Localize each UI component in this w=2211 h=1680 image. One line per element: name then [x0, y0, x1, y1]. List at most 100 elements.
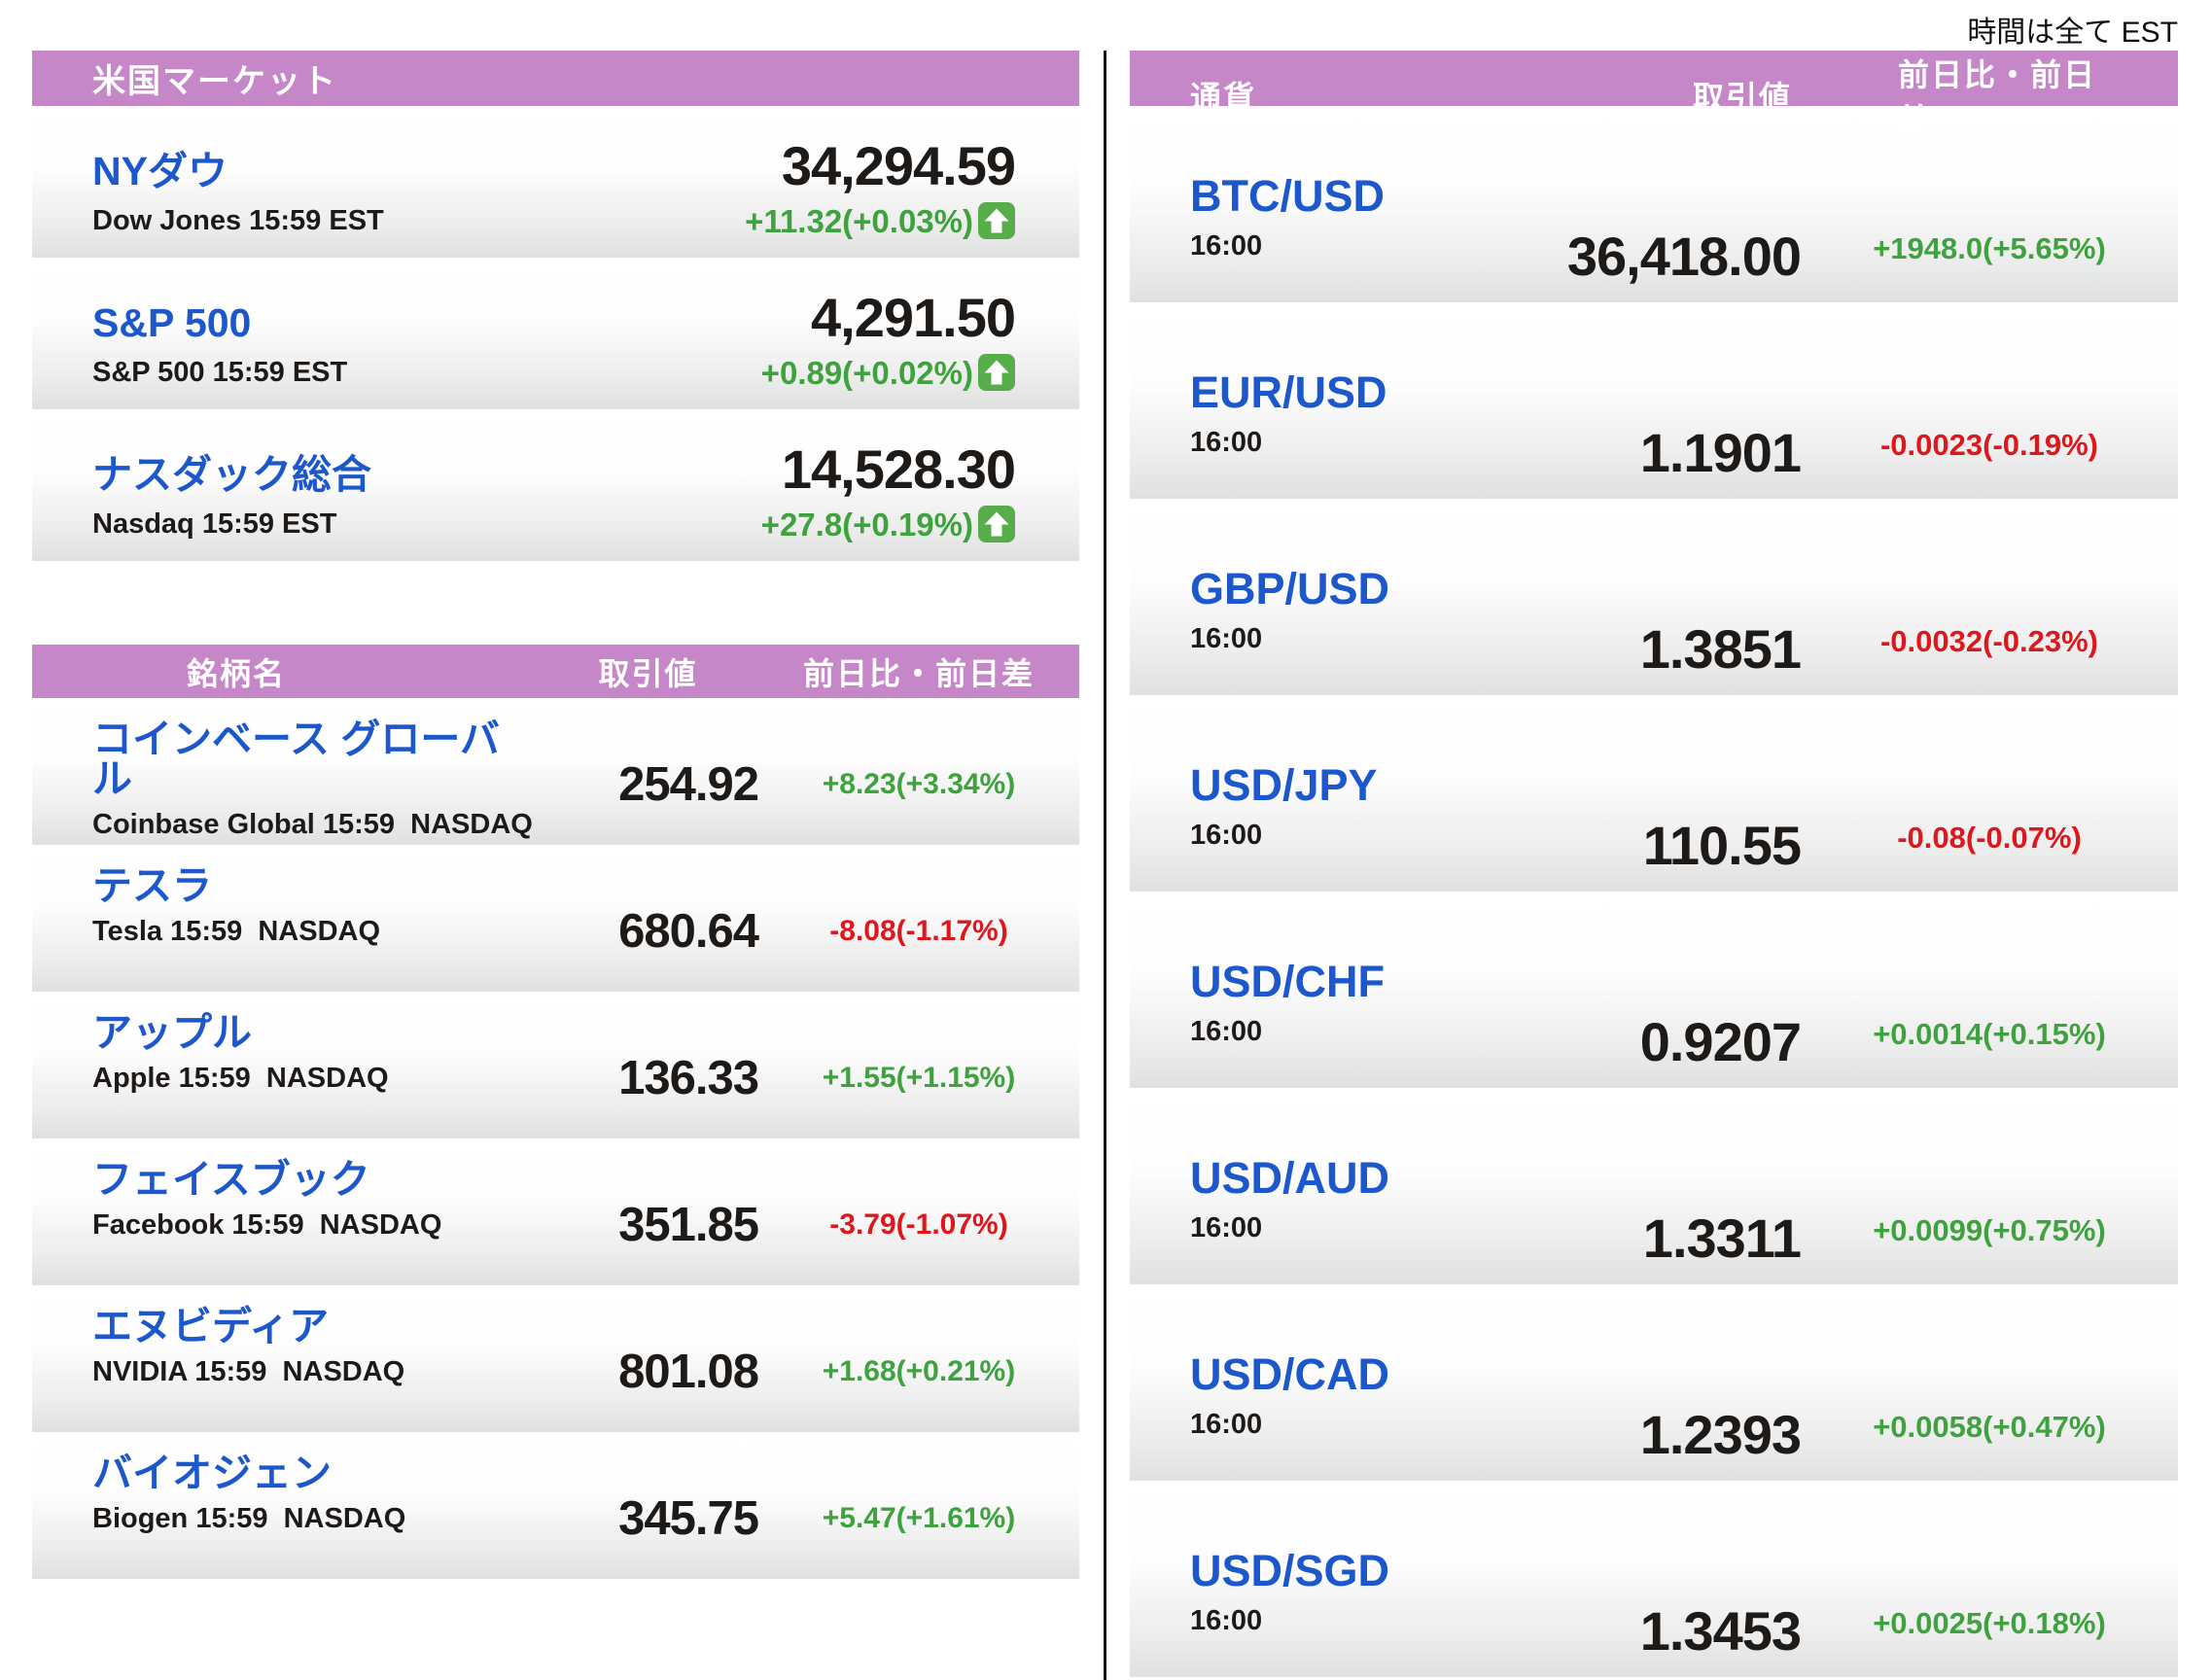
index-sublabel: Dow Jones 15:59 EST — [92, 204, 384, 236]
index-name[interactable]: S&P 500 — [92, 300, 252, 345]
stock-change: +5.47(+1.61%) — [822, 1502, 1016, 1534]
currency-list: BTC/USD 16:00 36,418.00 +1948.0(+5.65%) … — [1130, 106, 2178, 1677]
index-change: +11.32(+0.03%) — [745, 202, 973, 239]
currency-change: -0.0023(-0.19%) — [1879, 428, 2098, 462]
currency-pair-name[interactable]: USD/CHF — [1190, 957, 1385, 1006]
index-sublabel: Nasdaq 15:59 EST — [92, 508, 337, 540]
currency-pair-name[interactable]: USD/AUD — [1190, 1153, 1390, 1203]
up-arrow-icon — [978, 354, 1015, 391]
currency-row: EUR/USD 16:00 1.1901 -0.0023(-0.19%) — [1130, 302, 2178, 499]
stock-row: テスラ Tesla 15:59 NASDAQ 680.64 -8.08(-1.1… — [32, 845, 1079, 992]
stock-header-name: 銘柄名 — [186, 655, 286, 691]
index-change: +0.89(+0.02%) — [760, 354, 973, 391]
currency-row: BTC/USD 16:00 36,418.00 +1948.0(+5.65%) — [1130, 106, 2178, 302]
index-sublabel: S&P 500 15:59 EST — [92, 356, 348, 388]
stock-row: フェイスブック Facebook 15:59 NASDAQ 351.85 -3.… — [32, 1138, 1079, 1285]
us-market-panel: 米国マーケット NYダウ 34,294.59 Dow Jones 15:59 E… — [32, 51, 1079, 1579]
stock-list: コインベース グローバル Coinbase Global 15:59 NASDA… — [32, 698, 1079, 1579]
us-market-header-title: 米国マーケット — [92, 63, 337, 100]
index-value: 4,291.50 — [811, 287, 1016, 348]
index-value: 14,528.30 — [781, 438, 1016, 500]
stock-name[interactable]: テスラ — [92, 863, 212, 908]
currency-change: +0.0025(+0.18%) — [1873, 1606, 2106, 1640]
currency-row: USD/CHF 16:00 0.9207 +0.0014(+0.15%) — [1130, 892, 2178, 1088]
currency-change: +0.0014(+0.15%) — [1873, 1017, 2106, 1051]
index-name[interactable]: ナスダック総合 — [92, 452, 371, 497]
index-name[interactable]: NYダウ — [92, 149, 228, 193]
currency-header-price: 取引値 — [1692, 80, 1792, 115]
currency-header-change: 前日比・前日差 — [1898, 57, 2097, 137]
timezone-note: 時間は全て EST — [1967, 17, 2178, 49]
currency-header-name: 通貨 — [1190, 80, 1257, 115]
currency-row: USD/CAD 16:00 1.2393 +0.0058(+0.47%) — [1130, 1284, 2178, 1481]
currency-pair-name[interactable]: GBP/USD — [1190, 564, 1390, 613]
stock-row: コインベース グローバル Coinbase Global 15:59 NASDA… — [32, 698, 1079, 845]
currency-change: -0.0032(-0.23%) — [1879, 624, 2098, 658]
currency-row: USD/AUD 16:00 1.3311 +0.0099(+0.75%) — [1130, 1088, 2178, 1284]
stock-row: バイオジェン Biogen 15:59 NASDAQ 345.75 +5.47(… — [32, 1432, 1079, 1579]
currency-pair-name[interactable]: USD/CAD — [1190, 1349, 1390, 1399]
currency-row: GBP/USD 16:00 1.3851 -0.0032(-0.23%) — [1130, 499, 2178, 695]
stock-price: 136.33 — [618, 1051, 759, 1104]
stock-change: +1.68(+0.21%) — [822, 1355, 1016, 1387]
stock-name[interactable]: フェイスブック — [92, 1157, 370, 1202]
stock-change: +1.55(+1.15%) — [822, 1062, 1016, 1094]
currency-pair-name[interactable]: USD/SGD — [1190, 1546, 1390, 1595]
stock-row: アップル Apple 15:59 NASDAQ 136.33 +1.55(+1.… — [32, 992, 1079, 1138]
stock-change: +8.23(+3.34%) — [822, 768, 1016, 800]
stock-price: 680.64 — [618, 904, 759, 958]
currency-time: 16:00 — [1190, 230, 1263, 262]
currency-change: +1948.0(+5.65%) — [1873, 231, 2106, 265]
stock-header-change: 前日比・前日差 — [802, 655, 1035, 691]
us-market-header: 米国マーケット — [32, 51, 1079, 106]
stock-sublabel: Biogen 15:59 NASDAQ — [92, 1503, 406, 1534]
stock-name[interactable]: アップル — [92, 1010, 252, 1055]
index-row: S&P 500 4,291.50 S&P 500 15:59 EST +0.89… — [32, 258, 1079, 409]
currency-pair-name[interactable]: BTC/USD — [1190, 171, 1385, 221]
currency-time: 16:00 — [1190, 1212, 1263, 1243]
stock-price: 351.85 — [618, 1198, 759, 1251]
currency-time: 16:00 — [1190, 623, 1263, 654]
stock-change: -8.08(-1.17%) — [829, 915, 1008, 947]
stock-sublabel: Tesla 15:59 NASDAQ — [92, 916, 381, 947]
index-value: 34,294.59 — [781, 135, 1016, 196]
currency-change: -0.08(-0.07%) — [1897, 821, 2082, 855]
currency-change: +0.0099(+0.75%) — [1873, 1213, 2106, 1247]
currency-rate: 1.2393 — [1639, 1403, 1802, 1465]
currency-rate: 1.3311 — [1642, 1207, 1802, 1269]
stock-price: 345.75 — [618, 1491, 759, 1545]
stock-row: エヌビディア NVIDIA 15:59 NASDAQ 801.08 +1.68(… — [32, 1285, 1079, 1432]
currency-time: 16:00 — [1190, 1409, 1263, 1440]
stock-sublabel: Apple 15:59 NASDAQ — [92, 1063, 389, 1094]
stock-price: 254.92 — [618, 757, 759, 811]
currency-rate: 1.3453 — [1639, 1599, 1802, 1662]
index-row: ナスダック総合 14,528.30 Nasdaq 15:59 EST +27.8… — [32, 409, 1079, 561]
up-arrow-icon — [978, 506, 1015, 542]
stock-change: -3.79(-1.07%) — [829, 1208, 1008, 1241]
stock-sublabel: NVIDIA 15:59 NASDAQ — [92, 1356, 405, 1387]
index-row: NYダウ 34,294.59 Dow Jones 15:59 EST +11.3… — [32, 106, 1079, 258]
panel-divider — [1104, 51, 1106, 1680]
stock-sublabel: Facebook 15:59 NASDAQ — [92, 1209, 442, 1241]
currency-table-header: 通貨 取引値 前日比・前日差 — [1130, 51, 2178, 137]
currency-pair-name[interactable]: USD/JPY — [1190, 760, 1378, 810]
stock-name[interactable]: バイオジェン — [92, 1451, 332, 1495]
currency-row: USD/JPY 16:00 110.55 -0.08(-0.07%) — [1130, 695, 2178, 892]
currency-time: 16:00 — [1190, 1016, 1263, 1047]
currency-pair-name[interactable]: EUR/USD — [1190, 368, 1387, 417]
currency-rate: 36,418.00 — [1566, 225, 1802, 287]
currency-change: +0.0058(+0.47%) — [1873, 1410, 2106, 1444]
stock-header-price: 取引値 — [598, 655, 698, 691]
stock-name[interactable]: コインベース グローバル — [92, 717, 500, 801]
currency-row: USD/SGD 16:00 1.3453 +0.0025(+0.18%) — [1130, 1481, 2178, 1677]
index-change: +27.8(+0.19%) — [760, 506, 973, 542]
stock-name[interactable]: エヌビディア — [92, 1304, 330, 1348]
currency-rate: 0.9207 — [1639, 1010, 1802, 1072]
stock-price: 801.08 — [618, 1345, 759, 1398]
up-arrow-icon — [978, 202, 1015, 239]
currency-rate: 110.55 — [1642, 814, 1802, 876]
section-gap — [32, 561, 1079, 645]
currency-rate: 1.1901 — [1639, 421, 1802, 483]
currency-time: 16:00 — [1190, 820, 1263, 851]
currency-time: 16:00 — [1190, 1605, 1263, 1636]
